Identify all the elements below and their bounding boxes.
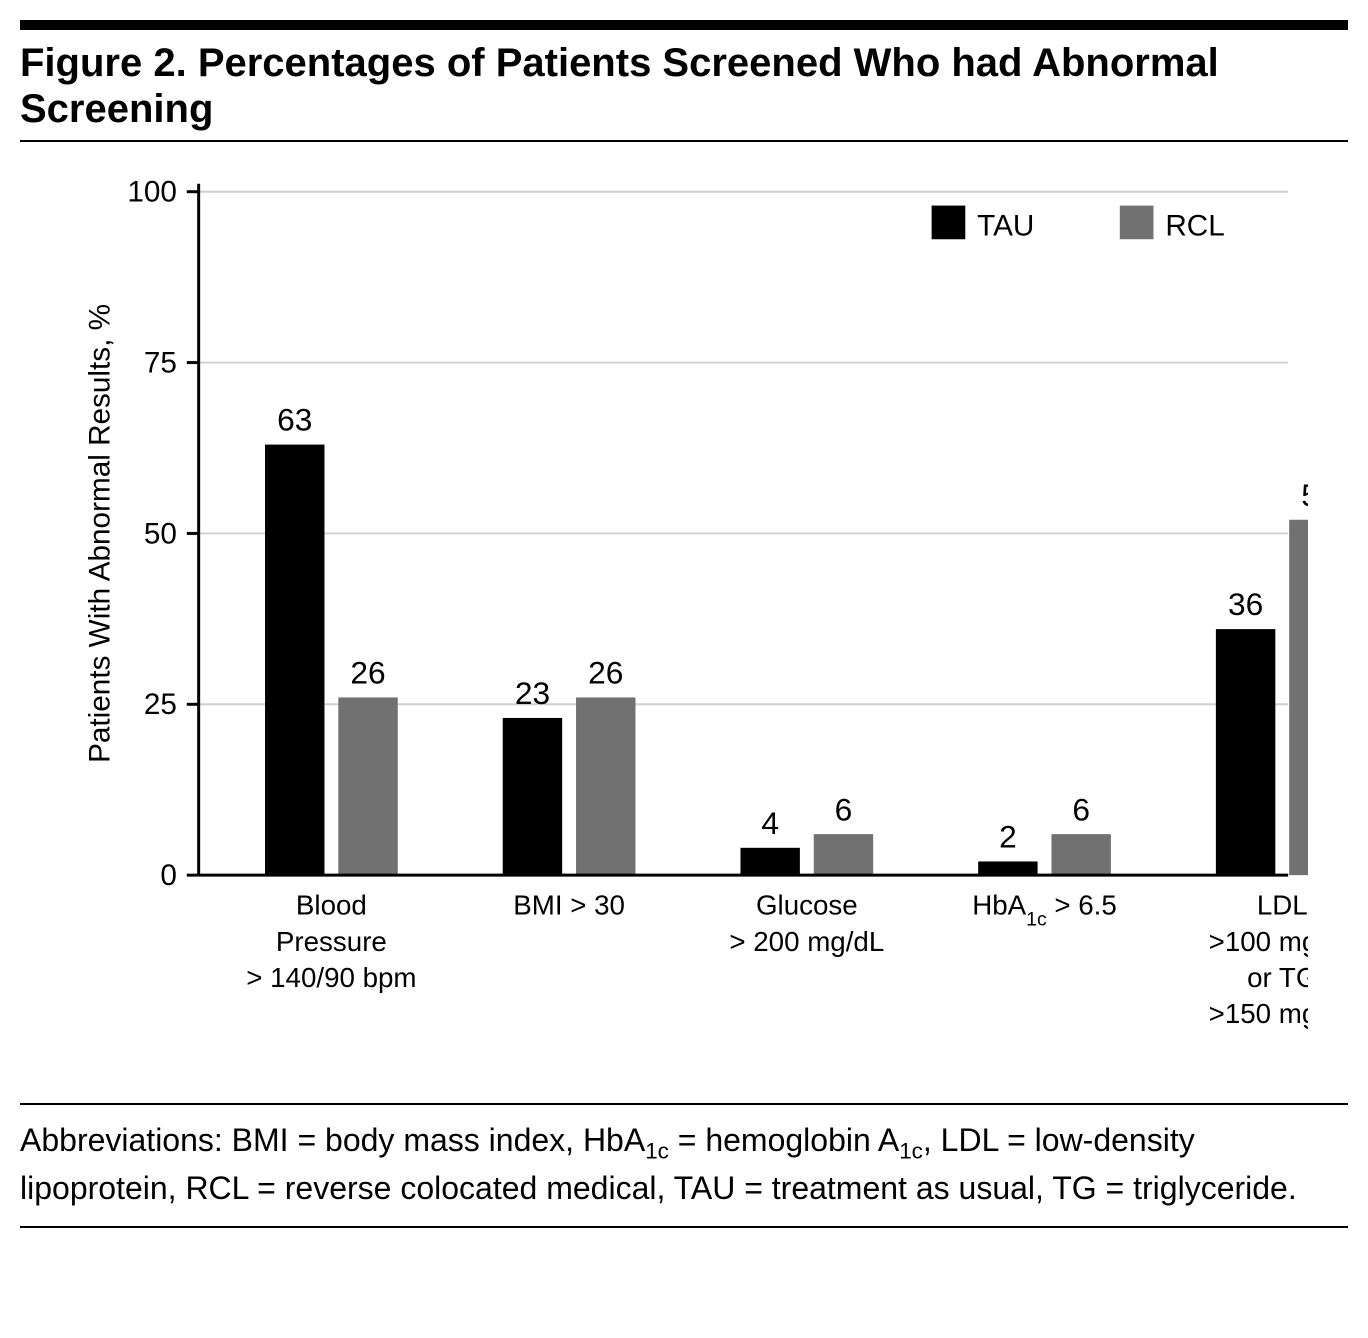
bar-value-label: 4	[761, 805, 779, 841]
category-label: HbA1c > 6.5	[972, 890, 1117, 931]
y-tick-label: 100	[127, 176, 177, 209]
caption-text-1: Abbreviations: BMI = body mass index, Hb…	[20, 1122, 645, 1158]
bar-chart: 02550751006326BloodPressure> 140/90 bpm2…	[60, 162, 1308, 1093]
bar-rcl	[1051, 834, 1110, 875]
figure-title: Figure 2. Percentages of Patients Screen…	[20, 40, 1348, 132]
bar-value-label: 2	[999, 819, 1017, 855]
category-label: > 140/90 bpm	[246, 962, 416, 993]
title-block: Figure 2. Percentages of Patients Screen…	[20, 30, 1348, 142]
bar-rcl	[338, 697, 397, 875]
bar-rcl	[576, 697, 635, 875]
category-label: Blood	[296, 890, 367, 921]
bar-value-label: 52	[1301, 477, 1308, 513]
caption: Abbreviations: BMI = body mass index, Hb…	[20, 1105, 1348, 1228]
y-axis-label: Patients With Abnormal Results, %	[84, 304, 117, 763]
bar-value-label: 36	[1228, 586, 1263, 622]
y-tick-label: 50	[144, 517, 177, 550]
top-rule	[20, 20, 1348, 30]
category-label: > 200 mg/dL	[729, 926, 884, 957]
bar-rcl	[1289, 520, 1308, 875]
y-tick-label: 0	[160, 859, 177, 892]
caption-sub-2: 1c	[899, 1138, 923, 1163]
category-label: Glucose	[756, 890, 858, 921]
category-label: Pressure	[276, 926, 387, 957]
bar-tau	[740, 848, 799, 875]
legend-label: RCL	[1165, 209, 1224, 242]
bar-value-label: 26	[350, 655, 385, 691]
bar-tau	[1216, 629, 1275, 875]
chart-area: 02550751006326BloodPressure> 140/90 bpm2…	[20, 142, 1348, 1105]
bar-tau	[265, 445, 324, 876]
bar-value-label: 63	[277, 402, 312, 438]
bar-tau	[978, 861, 1037, 875]
figure-container: Figure 2. Percentages of Patients Screen…	[20, 20, 1348, 1228]
category-label: >150 mg/dL	[1209, 998, 1308, 1029]
y-tick-label: 25	[144, 688, 177, 721]
category-label: LDL	[1257, 890, 1308, 921]
category-label: BMI > 30	[513, 890, 625, 921]
category-label: >100 mg/dL	[1209, 926, 1308, 957]
y-tick-label: 75	[144, 346, 177, 379]
legend-swatch	[932, 206, 966, 240]
legend-label: TAU	[977, 209, 1034, 242]
caption-text-2: = hemoglobin A	[669, 1122, 899, 1158]
category-label: or TG	[1247, 962, 1308, 993]
bar-rcl	[814, 834, 873, 875]
bar-value-label: 6	[1072, 791, 1090, 827]
bar-value-label: 6	[835, 791, 853, 827]
bar-value-label: 26	[588, 655, 623, 691]
bar-tau	[503, 718, 562, 875]
caption-sub-1: 1c	[645, 1138, 669, 1163]
bar-value-label: 23	[515, 675, 550, 711]
legend-swatch	[1120, 206, 1154, 240]
